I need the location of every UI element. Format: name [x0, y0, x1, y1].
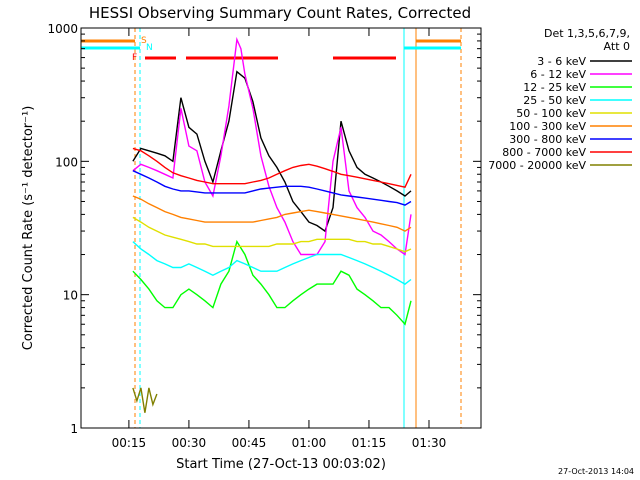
- legend-entry-label: 25 - 50 keV: [523, 94, 586, 107]
- series-line-3: [132, 241, 412, 285]
- timestamp: 27-Oct-2013 14:04: [558, 467, 634, 476]
- x-tick-label: 01:15: [352, 436, 387, 450]
- series-line-8: [132, 387, 158, 413]
- plot-frame: [80, 27, 482, 429]
- legend-entry-label: 300 - 800 keV: [509, 133, 586, 146]
- legend-header-detectors: Det 1,3,5,6,7,9,: [544, 27, 630, 40]
- series-line-5: [132, 195, 412, 232]
- legend-entry-label: 12 - 25 keV: [523, 81, 586, 94]
- plot-area: SNF: [81, 28, 462, 428]
- legend-entry-label: 7000 - 20000 keV: [488, 159, 586, 172]
- y-axis-ticks: 1 10 100 1000: [47, 22, 481, 436]
- chart-title: HESSI Observing Summary Count Rates, Cor…: [89, 4, 471, 22]
- flag-label-s: S: [141, 36, 147, 46]
- x-tick-label: 00:15: [112, 436, 147, 450]
- x-tick-label: 01:00: [292, 436, 327, 450]
- x-tick-label: 01:30: [412, 436, 447, 450]
- series-line-7: [132, 147, 412, 189]
- x-tick-label: 00:30: [172, 436, 207, 450]
- legend-entry-label: 3 - 6 keV: [537, 55, 586, 68]
- y-tick-label: 100: [55, 155, 78, 169]
- flag-label-f: F: [132, 53, 137, 63]
- x-tick-label: 00:45: [232, 436, 267, 450]
- x-axis-ticks: 00:15 00:30 00:45 01:00 01:15 01:30: [112, 28, 447, 450]
- legend-entry-label: 50 - 100 keV: [516, 107, 586, 120]
- series-line-2: [132, 239, 412, 326]
- y-tick-label: 1000: [47, 22, 78, 36]
- series-line-0: [132, 70, 412, 233]
- y-axis-label: Corrected Count Rate (s⁻¹ detector⁻¹): [21, 106, 36, 351]
- series-line-4: [132, 216, 412, 253]
- series-line-1: [132, 36, 412, 256]
- flag-label-n: N: [146, 43, 153, 53]
- y-tick-label: 10: [63, 289, 78, 303]
- legend-entry-label: 6 - 12 keV: [530, 68, 586, 81]
- series-line-6: [132, 170, 412, 206]
- legend-entry-label: 800 - 7000 keV: [502, 146, 586, 159]
- legend-entry-label: 100 - 300 keV: [509, 120, 586, 133]
- x-axis-label: Start Time (27-Oct-13 00:03:02): [176, 457, 386, 472]
- legend-header-attenuator: Att 0: [604, 40, 630, 53]
- y-tick-label: 1: [70, 422, 78, 436]
